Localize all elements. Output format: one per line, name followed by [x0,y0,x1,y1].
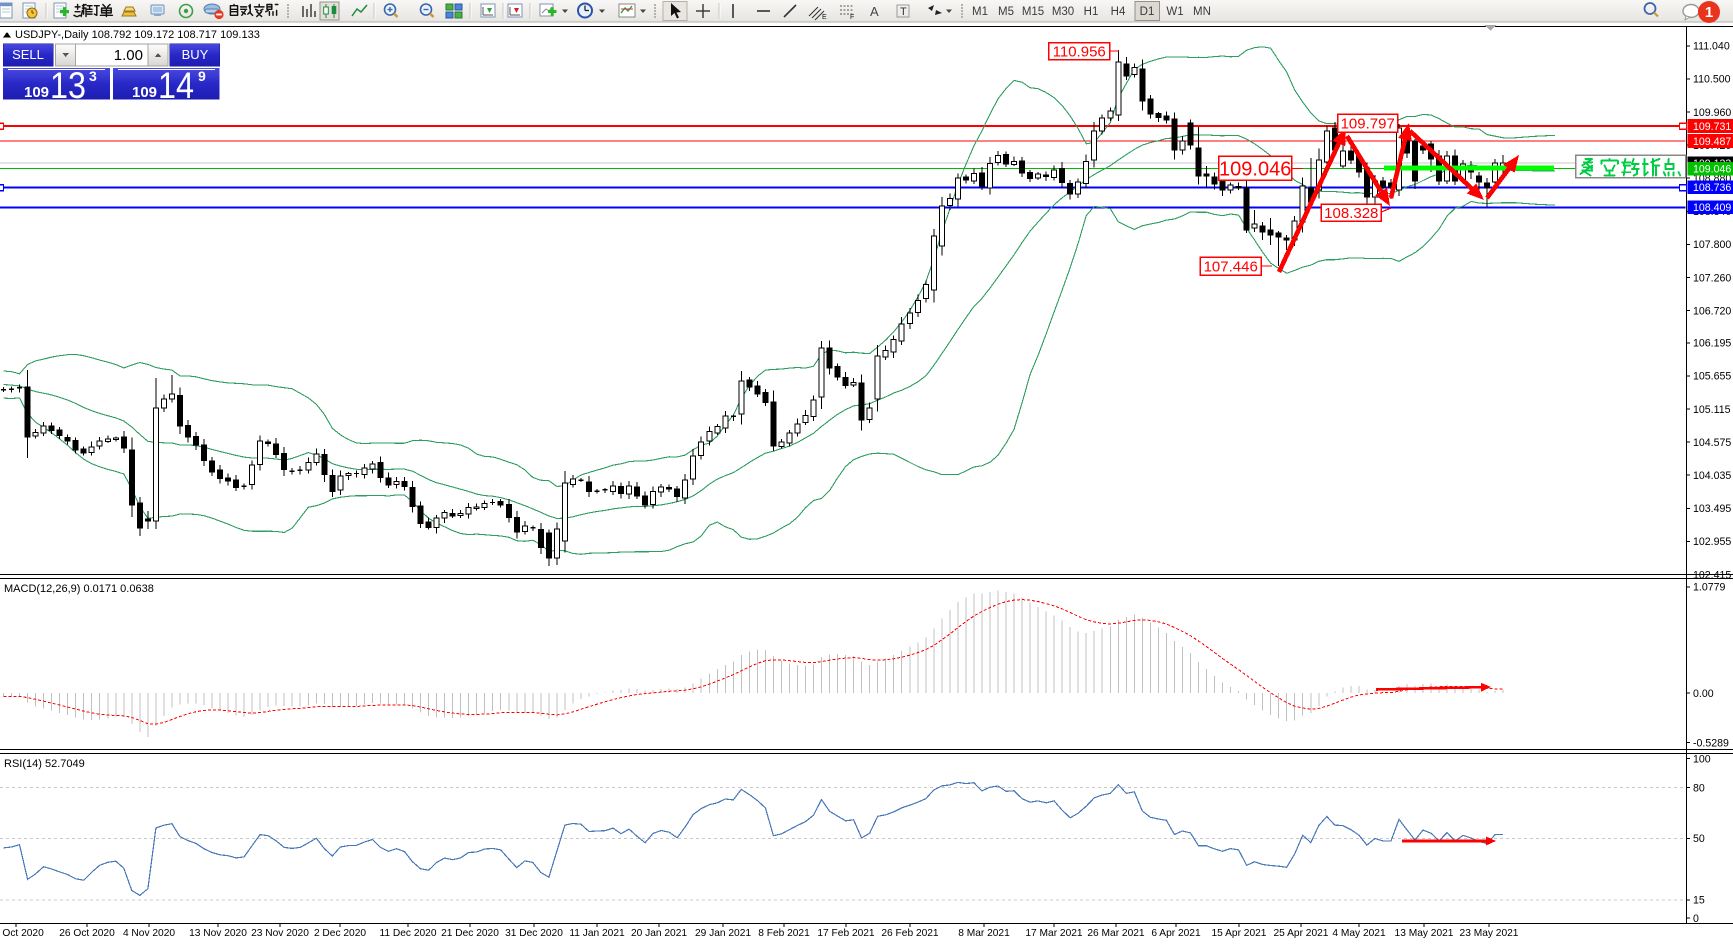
svg-text:8 Mar 2021: 8 Mar 2021 [958,928,1010,939]
svg-text:102.415: 102.415 [1693,569,1731,581]
svg-text:23 Nov 2020: 23 Nov 2020 [251,928,309,939]
svg-text:4 May 2021: 4 May 2021 [1332,928,1386,939]
svg-text:106.195: 106.195 [1693,338,1731,350]
svg-text:107.446: 107.446 [1204,259,1258,276]
svg-text:W1: W1 [1166,6,1183,18]
svg-text:BUY: BUY [182,47,209,62]
svg-text:108.328: 108.328 [1324,205,1378,222]
svg-text:80: 80 [1693,782,1705,794]
svg-text:2 Dec 2020: 2 Dec 2020 [314,928,366,939]
svg-text:6 Apr 2021: 6 Apr 2021 [1151,928,1201,939]
svg-text:T: T [900,6,907,18]
svg-text:13 May 2021: 13 May 2021 [1395,928,1454,939]
svg-text:13 Nov 2020: 13 Nov 2020 [189,928,247,939]
svg-text:MACD(12,26,9) 0.0171 0.0638: MACD(12,26,9) 0.0171 0.0638 [4,583,154,595]
svg-text:17 Feb 2021: 17 Feb 2021 [817,928,875,939]
svg-text:109.046: 109.046 [1693,163,1731,175]
svg-text:A: A [870,4,879,19]
svg-text:104.035: 104.035 [1693,470,1731,482]
svg-text:11 Dec 2020: 11 Dec 2020 [379,928,436,939]
svg-text:109.046: 109.046 [1219,159,1291,181]
svg-text:1.0779: 1.0779 [1693,582,1726,594]
svg-text:M1: M1 [972,6,988,18]
svg-text:15 Apr 2021: 15 Apr 2021 [1212,928,1267,939]
svg-text:111.040: 111.040 [1693,41,1730,53]
svg-text:108.409: 108.409 [1693,202,1731,214]
svg-text:100: 100 [1693,753,1711,765]
svg-text:0.00: 0.00 [1693,688,1714,700]
svg-text:107.800: 107.800 [1693,239,1731,251]
svg-text:29 Jan 2021: 29 Jan 2021 [695,928,751,939]
svg-text:109: 109 [24,84,49,101]
svg-text:109.960: 109.960 [1693,107,1731,119]
svg-text:23 May 2021: 23 May 2021 [1460,928,1519,939]
svg-text:-0.5289: -0.5289 [1693,737,1729,749]
svg-text:104.575: 104.575 [1693,437,1731,449]
svg-text:13: 13 [50,65,86,106]
svg-text:USDJPY-,Daily 108.792 109.172: USDJPY-,Daily 108.792 109.172 108.717 10… [15,29,260,41]
svg-text:105.655: 105.655 [1693,371,1731,383]
svg-text:105.115: 105.115 [1693,404,1731,416]
svg-text:110.500: 110.500 [1693,74,1731,86]
svg-text:SELL: SELL [12,47,44,62]
svg-text:D1: D1 [1140,6,1155,18]
svg-text:103.495: 103.495 [1693,503,1731,515]
svg-text:11 Jan 2021: 11 Jan 2021 [569,928,625,939]
svg-text:3: 3 [89,68,97,84]
svg-text:F: F [850,14,854,21]
svg-text:26 Oct 2020: 26 Oct 2020 [59,928,115,939]
svg-text:107.260: 107.260 [1693,272,1731,284]
svg-text:1: 1 [1705,4,1713,21]
svg-text:26 Feb 2021: 26 Feb 2021 [881,928,939,939]
svg-text:102.955: 102.955 [1693,536,1731,548]
svg-text:M5: M5 [998,6,1014,18]
svg-text:15: 15 [1693,895,1705,907]
svg-text:16 Oct 2020: 16 Oct 2020 [0,928,44,939]
svg-text:RSI(14) 52.7049: RSI(14) 52.7049 [4,758,85,770]
svg-text:M15: M15 [1022,6,1044,18]
svg-text:110.956: 110.956 [1053,43,1106,60]
svg-text:H1: H1 [1084,6,1099,18]
svg-text:109.487: 109.487 [1693,136,1731,148]
svg-text:14: 14 [158,65,194,106]
svg-text:26 Mar 2021: 26 Mar 2021 [1087,928,1145,939]
svg-text:4 Nov 2020: 4 Nov 2020 [123,928,175,939]
svg-text:31 Dec 2020: 31 Dec 2020 [505,928,563,939]
svg-text:0: 0 [1693,913,1699,925]
svg-text:109: 109 [132,84,157,101]
svg-text:20 Jan 2021: 20 Jan 2021 [631,928,687,939]
svg-text:M30: M30 [1052,6,1074,18]
svg-text:106.720: 106.720 [1693,305,1731,317]
svg-text:50: 50 [1693,833,1705,845]
svg-text:109.731: 109.731 [1693,121,1731,133]
svg-text:1.00: 1.00 [114,47,143,64]
svg-text:E: E [822,14,827,21]
svg-text:8 Feb 2021: 8 Feb 2021 [758,928,810,939]
svg-text:108.736: 108.736 [1693,182,1731,194]
svg-text:MN: MN [1193,6,1211,18]
svg-text:21 Dec 2020: 21 Dec 2020 [441,928,499,939]
svg-text:17 Mar 2021: 17 Mar 2021 [1025,928,1083,939]
svg-text:9: 9 [198,68,206,84]
svg-text:H4: H4 [1111,6,1126,18]
svg-text:109.797: 109.797 [1341,116,1395,133]
svg-text:25 Apr 2021: 25 Apr 2021 [1274,928,1329,939]
